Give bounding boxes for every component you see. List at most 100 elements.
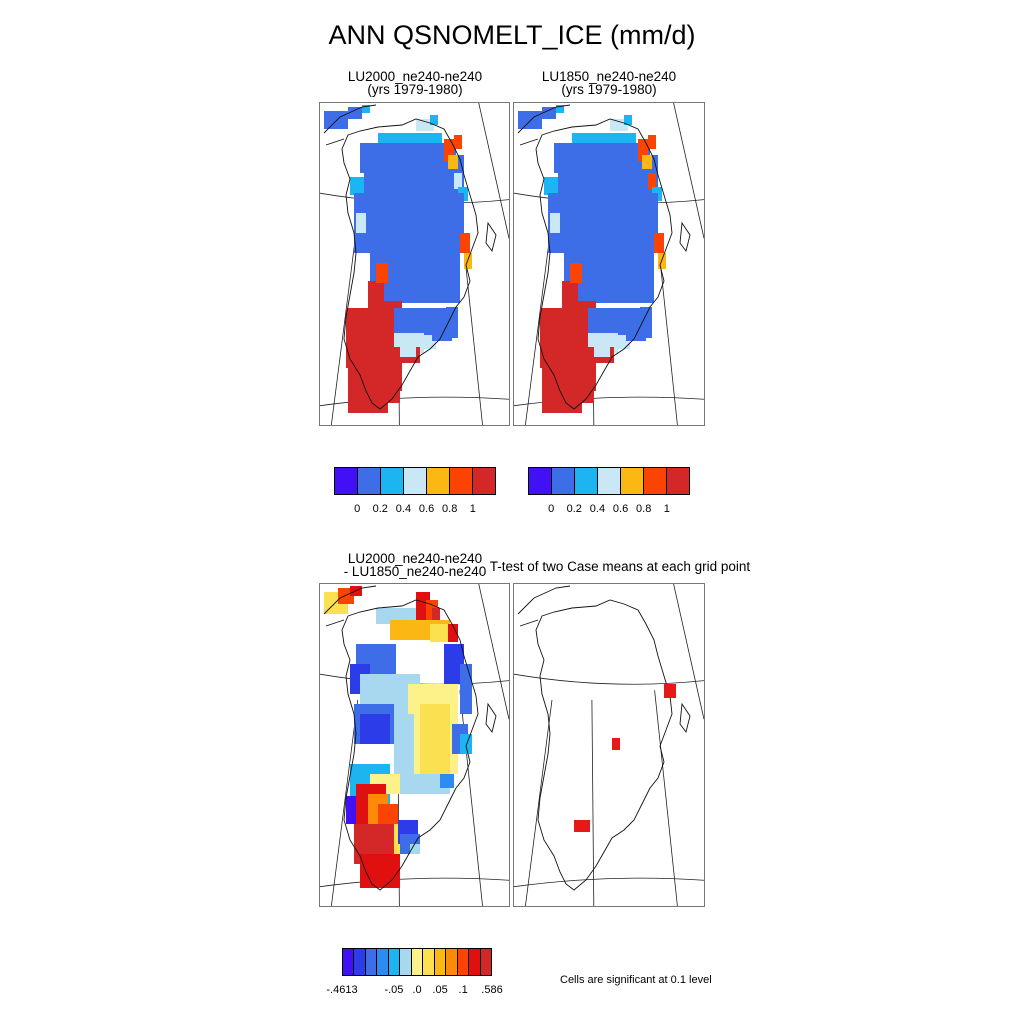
colorbar-swatch [388,949,401,975]
melt-cell [574,367,594,403]
panel-2-title-line1: LU1850_ne240-ne240 [541,69,677,84]
colorbar-difference [342,948,492,976]
panel-3-title-line2: - LU1850_ne240-ne240 [343,564,487,579]
difference-cell [360,854,400,888]
colorbar-tick-label: 1 [663,503,670,515]
difference-cell [360,714,390,744]
colorbar-lu2000-ticks: 0 0.2 0.4 0.6 0.8 1 [334,503,496,517]
colorbar-tick-label: .0 [412,984,422,996]
colorbar-swatch [450,468,473,494]
panel-3-title-line1: LU2000_ne240-ne240 [347,551,483,566]
colorbar-difference-ticks: -.4613 -.05 .0 .05 .1 .586 [326,984,502,998]
coastline [341,118,479,410]
colorbar-swatch [423,949,435,975]
colorbar-swatch [644,468,667,494]
significant-cell [664,684,676,698]
latitude-line [320,396,509,407]
melt-cell [454,135,462,149]
melt-cell [350,177,364,195]
difference-cell [444,644,464,684]
panel-3-title: LU2000_ne240-ne240 - LU1850_ne240-ne240 [320,551,510,579]
panel-1-title-line2: (yrs 1979-1980) [367,82,463,97]
melt-cell [540,308,572,368]
colorbar-swatch [473,468,495,494]
colorbar-tick-label: .05 [432,984,448,996]
colorbar-tick-label: 0.2 [372,503,388,515]
melt-cell [594,343,610,357]
melt-cell [416,119,434,131]
map-panel-ttest [513,583,705,907]
colorbar-lu2000 [334,467,496,495]
meridian-line [654,690,678,906]
map-lu2000 [320,103,509,425]
meridian-line [478,103,509,239]
difference-cell [460,734,472,754]
colorbar-tick-label: -.05 [384,984,404,996]
melt-cell [648,173,656,189]
coastline [679,702,691,734]
colorbar-tick-label: .1 [458,984,468,996]
coastline [323,585,377,627]
map-difference [320,584,509,906]
colorbar-swatch [404,468,427,494]
melt-cell [364,155,464,195]
map-panel-lu2000 [319,102,510,426]
latitude-line [320,877,509,888]
colorbar-tick-label: 0.6 [418,503,435,515]
coastline [341,599,479,891]
melt-cell [362,105,370,113]
colorbar-swatch [434,949,447,975]
melt-cell [624,115,632,125]
melt-cell [448,155,458,169]
panel-2-title-line2: (yrs 1979-1980) [561,82,657,97]
melt-cell [544,177,558,195]
coastline [485,221,497,253]
latitude-line [514,396,704,407]
coastline [517,585,571,627]
meridian-line [330,699,359,906]
colorbar-swatch [354,949,366,975]
melt-cell [638,139,648,161]
melt-cell [550,213,560,233]
colorbar-tick-label: 0.8 [636,503,652,515]
colorbar-swatch [411,949,424,975]
melt-cell [556,105,564,113]
melt-cell [464,253,472,269]
significant-cell [574,820,590,832]
melt-cell [460,233,470,253]
melt-cell [444,139,454,161]
meridian-line [673,584,704,720]
melt-cell [324,111,348,129]
colorbar-lu1850-ticks: 0 0.2 0.4 0.6 0.8 1 [528,503,690,517]
colorbar-tick-label: -.4613 [326,984,358,996]
panel-2-title: LU1850_ne240-ne240 (yrs 1979-1980) [514,69,704,97]
colorbar-swatch [381,468,404,494]
colorbar-tick-label: 0.4 [395,503,412,515]
significance-note: Cells are significant at 0.1 level [560,974,712,986]
melt-cell [518,111,542,129]
coastline [485,702,497,734]
colorbar-tick-label: .586 [481,984,503,996]
melt-cell [610,119,628,131]
melt-cell [558,155,658,195]
colorbar-swatch [358,468,381,494]
colorbar-swatch [529,468,552,494]
map-lu1850 [514,103,704,425]
meridian-line [459,690,483,906]
melt-cell [400,343,416,357]
colorbar-tick-label: 0.8 [442,503,458,515]
colorbar-tick-label: 0 [548,503,555,515]
coastline [535,118,673,410]
melt-cell [654,233,664,253]
colorbar-tick-label: 0.2 [566,503,582,515]
melt-cell [570,263,582,283]
melt-cell [356,213,366,233]
meridian-line [330,218,359,425]
colorbar-swatch [377,949,389,975]
melt-cell [642,155,652,169]
map-panel-difference [319,583,510,907]
difference-cell [410,844,420,854]
meridian-line [591,699,595,906]
map-panel-lu1850 [513,102,705,426]
difference-cell [440,774,454,788]
